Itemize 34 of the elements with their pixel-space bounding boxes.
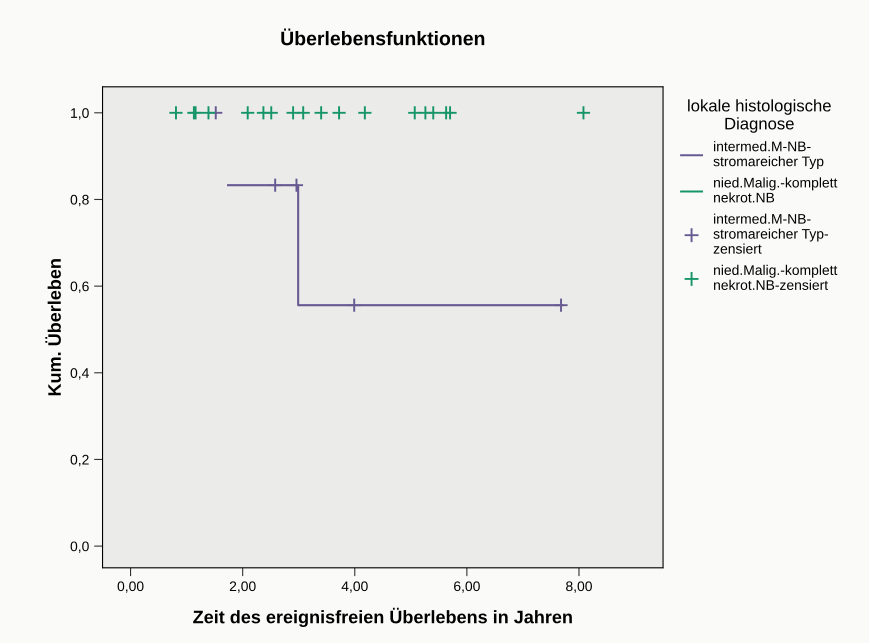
y-tick-label: 1,0 — [71, 108, 89, 120]
legend-label: nied.Malig.-komplett nekrot.NB — [714, 177, 838, 203]
point — [314, 105, 329, 120]
y-tick-label: 0,0 — [70, 541, 89, 553]
point — [288, 178, 304, 193]
point — [296, 105, 311, 120]
point — [168, 105, 184, 120]
y-tick-label: 0,6 — [70, 281, 89, 293]
legend-label: nied.Malig.-komplett nekrot.NB-zensiert — [714, 264, 838, 290]
chart-title: Überlebensfunktionen — [281, 28, 484, 46]
x-tick-label: 8,00 — [566, 581, 592, 593]
point — [553, 298, 569, 313]
point — [332, 105, 347, 120]
x-axis-title: Zeit des ereignisfreien Überlebens in Jahren — [193, 608, 572, 628]
point — [442, 105, 458, 120]
y-tick-label: 0,8 — [70, 194, 89, 206]
y-tick-label: 0,4 — [70, 368, 89, 380]
point — [268, 178, 283, 193]
y-tick-label: 0,2 — [70, 454, 89, 466]
x-tick-label: 4,00 — [342, 581, 368, 593]
y-axis-title: Kum. Überleben — [45, 259, 61, 396]
legend-title: lokale histologische Diagnose — [688, 99, 831, 133]
point — [576, 105, 592, 120]
point — [200, 105, 216, 120]
point — [264, 105, 279, 120]
legend-label: intermed.M-NB- stromareicher Typ- zensiert — [713, 214, 828, 254]
x-tick-label: 6,00 — [454, 581, 480, 593]
legend-label: intermed.M-NB- stromareicher Typ — [713, 141, 824, 170]
point — [426, 105, 441, 120]
point — [357, 105, 372, 120]
x-tick-label: 2,00 — [230, 581, 256, 593]
x-tick-label: 0,00 — [118, 581, 144, 593]
point — [240, 105, 256, 120]
point — [346, 298, 362, 313]
